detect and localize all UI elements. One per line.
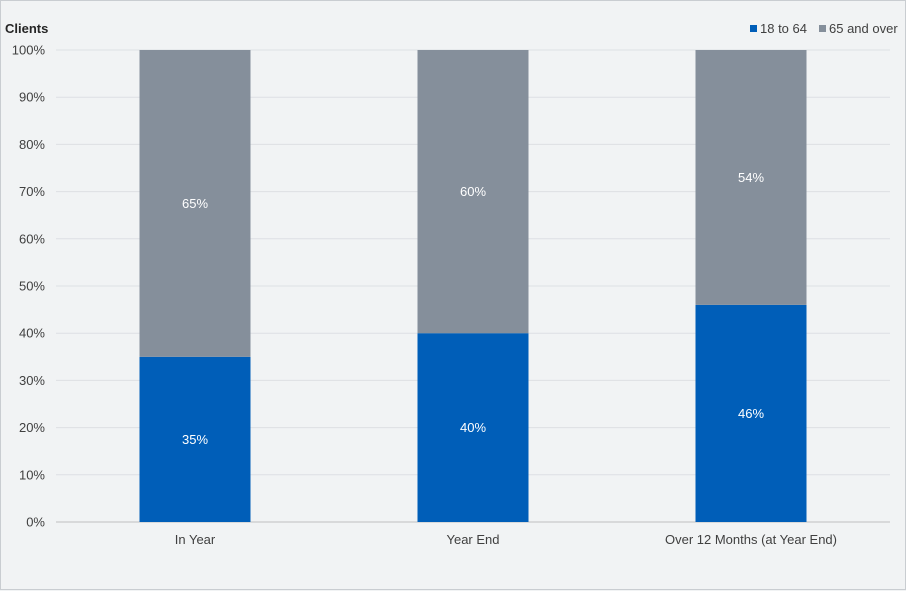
y-tick-label: 40% [19,326,45,341]
data-labels: 35% 65% 40% 60% 46% 54% [182,170,764,447]
bar-segment-18-to-64 [139,356,251,522]
data-label: 65% [182,196,208,211]
bar-segment-65-and-over [139,50,251,357]
y-tick-label: 20% [19,420,45,435]
legend-swatch [750,25,757,32]
bar-segment-18-to-64 [417,333,529,522]
y-tick-label: 100% [12,43,46,58]
bar-segment-65-and-over [417,50,529,334]
data-label: 54% [738,170,764,185]
data-label: 35% [182,432,208,447]
y-tick-label: 70% [19,184,45,199]
y-tick-label: 0% [26,515,45,530]
y-axis-ticks: 0% 10% 20% 30% 40% 50% 60% 70% 80% 90% 100% [12,43,46,530]
legend-label: 18 to 64 [760,21,807,36]
x-category-label: In Year [175,532,216,547]
legend: 18 to 64 65 and over [750,21,898,36]
legend-label: 65 and over [829,21,898,36]
y-tick-label: 60% [19,231,45,246]
bar-segment-18-to-64 [695,304,807,522]
x-axis-labels: In Year Year End Over 12 Months (at Year E… [175,532,837,547]
legend-swatch [819,25,826,32]
x-category-label: Year End [446,532,499,547]
data-label: 46% [738,406,764,421]
y-tick-label: 80% [19,137,45,152]
x-category-label: Over 12 Months (at Year End) [665,532,837,547]
bar-segment-65-and-over [695,50,807,305]
y-tick-label: 30% [19,373,45,388]
y-axis-title: Clients [5,21,48,36]
y-tick-label: 90% [19,90,45,105]
data-label: 40% [460,420,486,435]
y-tick-label: 10% [19,467,45,482]
data-label: 60% [460,184,486,199]
y-tick-label: 50% [19,279,45,294]
bars [139,50,807,522]
